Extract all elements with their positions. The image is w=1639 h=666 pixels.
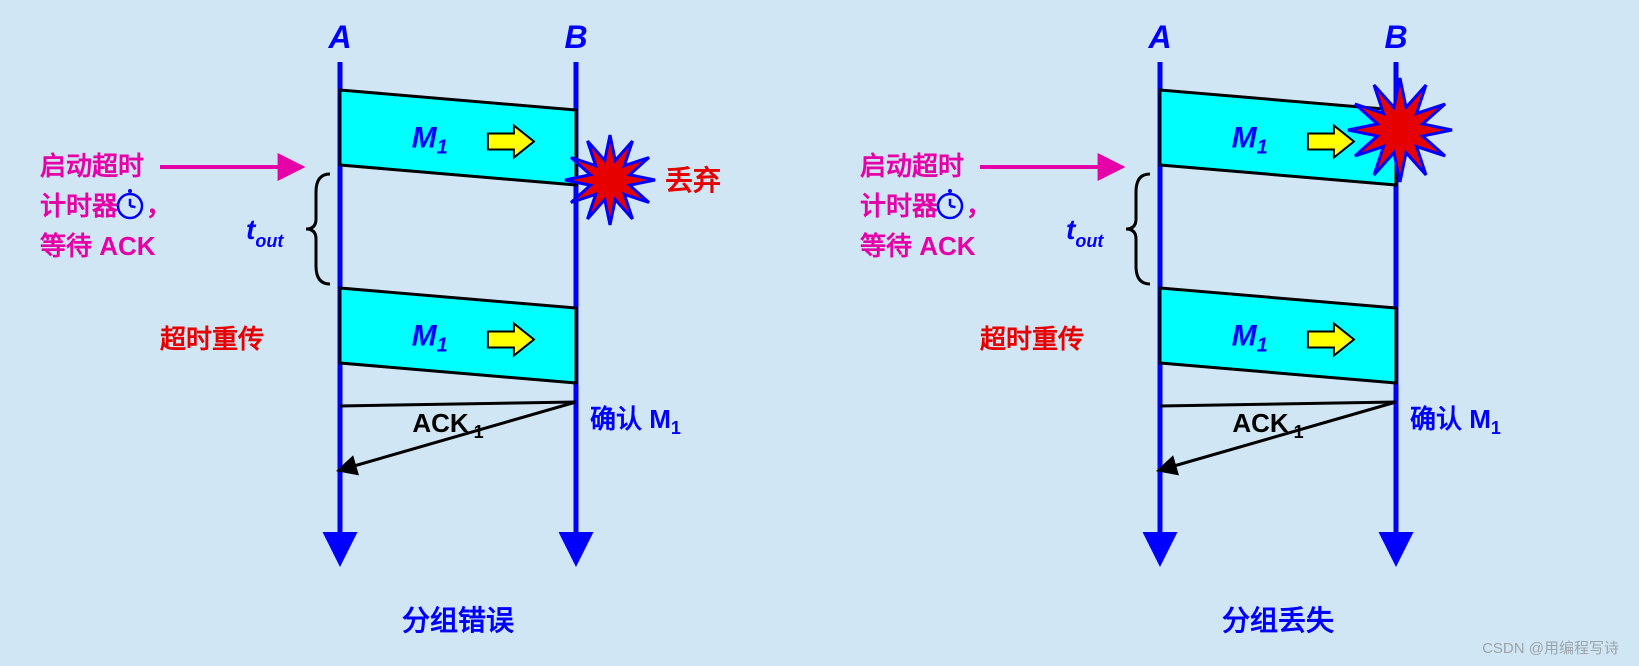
packet: [340, 288, 576, 383]
confirm-label: 确认 M1: [590, 404, 681, 438]
endpoint-a: A: [1147, 19, 1171, 55]
annotation-line: 启动超时: [40, 151, 144, 181]
tout-label: tout: [1066, 214, 1104, 251]
ack-label: ACK 1: [412, 408, 483, 442]
annotation-part: 计时器: [860, 191, 939, 221]
confirm-label: 确认 M1: [1410, 404, 1501, 438]
annotation-line: 启动超时: [860, 151, 964, 181]
watermark: CSDN @用编程写诗: [1482, 637, 1619, 658]
panel-title: 分组错误: [402, 605, 515, 636]
packet: [1160, 288, 1396, 383]
timeout-bracket: [1126, 174, 1150, 284]
ack-edge: [340, 402, 576, 406]
ack-edge: [1160, 402, 1396, 406]
burst-label: 丢弃: [665, 164, 721, 196]
sequence-diagram: ABM1M1ACK 1tout丢弃启动超时计时器，等待 ACK超时重传确认 M1…: [0, 0, 1639, 666]
annotation-part: ，: [966, 191, 992, 221]
panel: ABM1M1ACK 1tout丢弃启动超时计时器，等待 ACK超时重传确认 M1…: [40, 19, 721, 636]
packet: [340, 90, 576, 185]
ack-label: ACK 1: [1232, 408, 1303, 442]
endpoint-a: A: [327, 19, 351, 55]
retransmit-label: 超时重传: [980, 324, 1084, 354]
timeout-bracket: [306, 174, 330, 284]
endpoint-b: B: [1384, 19, 1407, 55]
annotation-line: 等待 ACK: [40, 231, 156, 261]
panel: ABM1M1ACK 1tout启动超时计时器，等待 ACK超时重传确认 M1分组…: [860, 19, 1501, 636]
annotation-line: 等待 ACK: [860, 231, 976, 261]
retransmit-label: 超时重传: [160, 324, 264, 354]
panel-title: 分组丢失: [1222, 605, 1335, 636]
tout-label: tout: [246, 214, 284, 251]
packet: [1160, 90, 1396, 185]
annotation-part: 计时器: [40, 191, 119, 221]
endpoint-b: B: [564, 19, 587, 55]
annotation-part: ，: [146, 191, 172, 221]
